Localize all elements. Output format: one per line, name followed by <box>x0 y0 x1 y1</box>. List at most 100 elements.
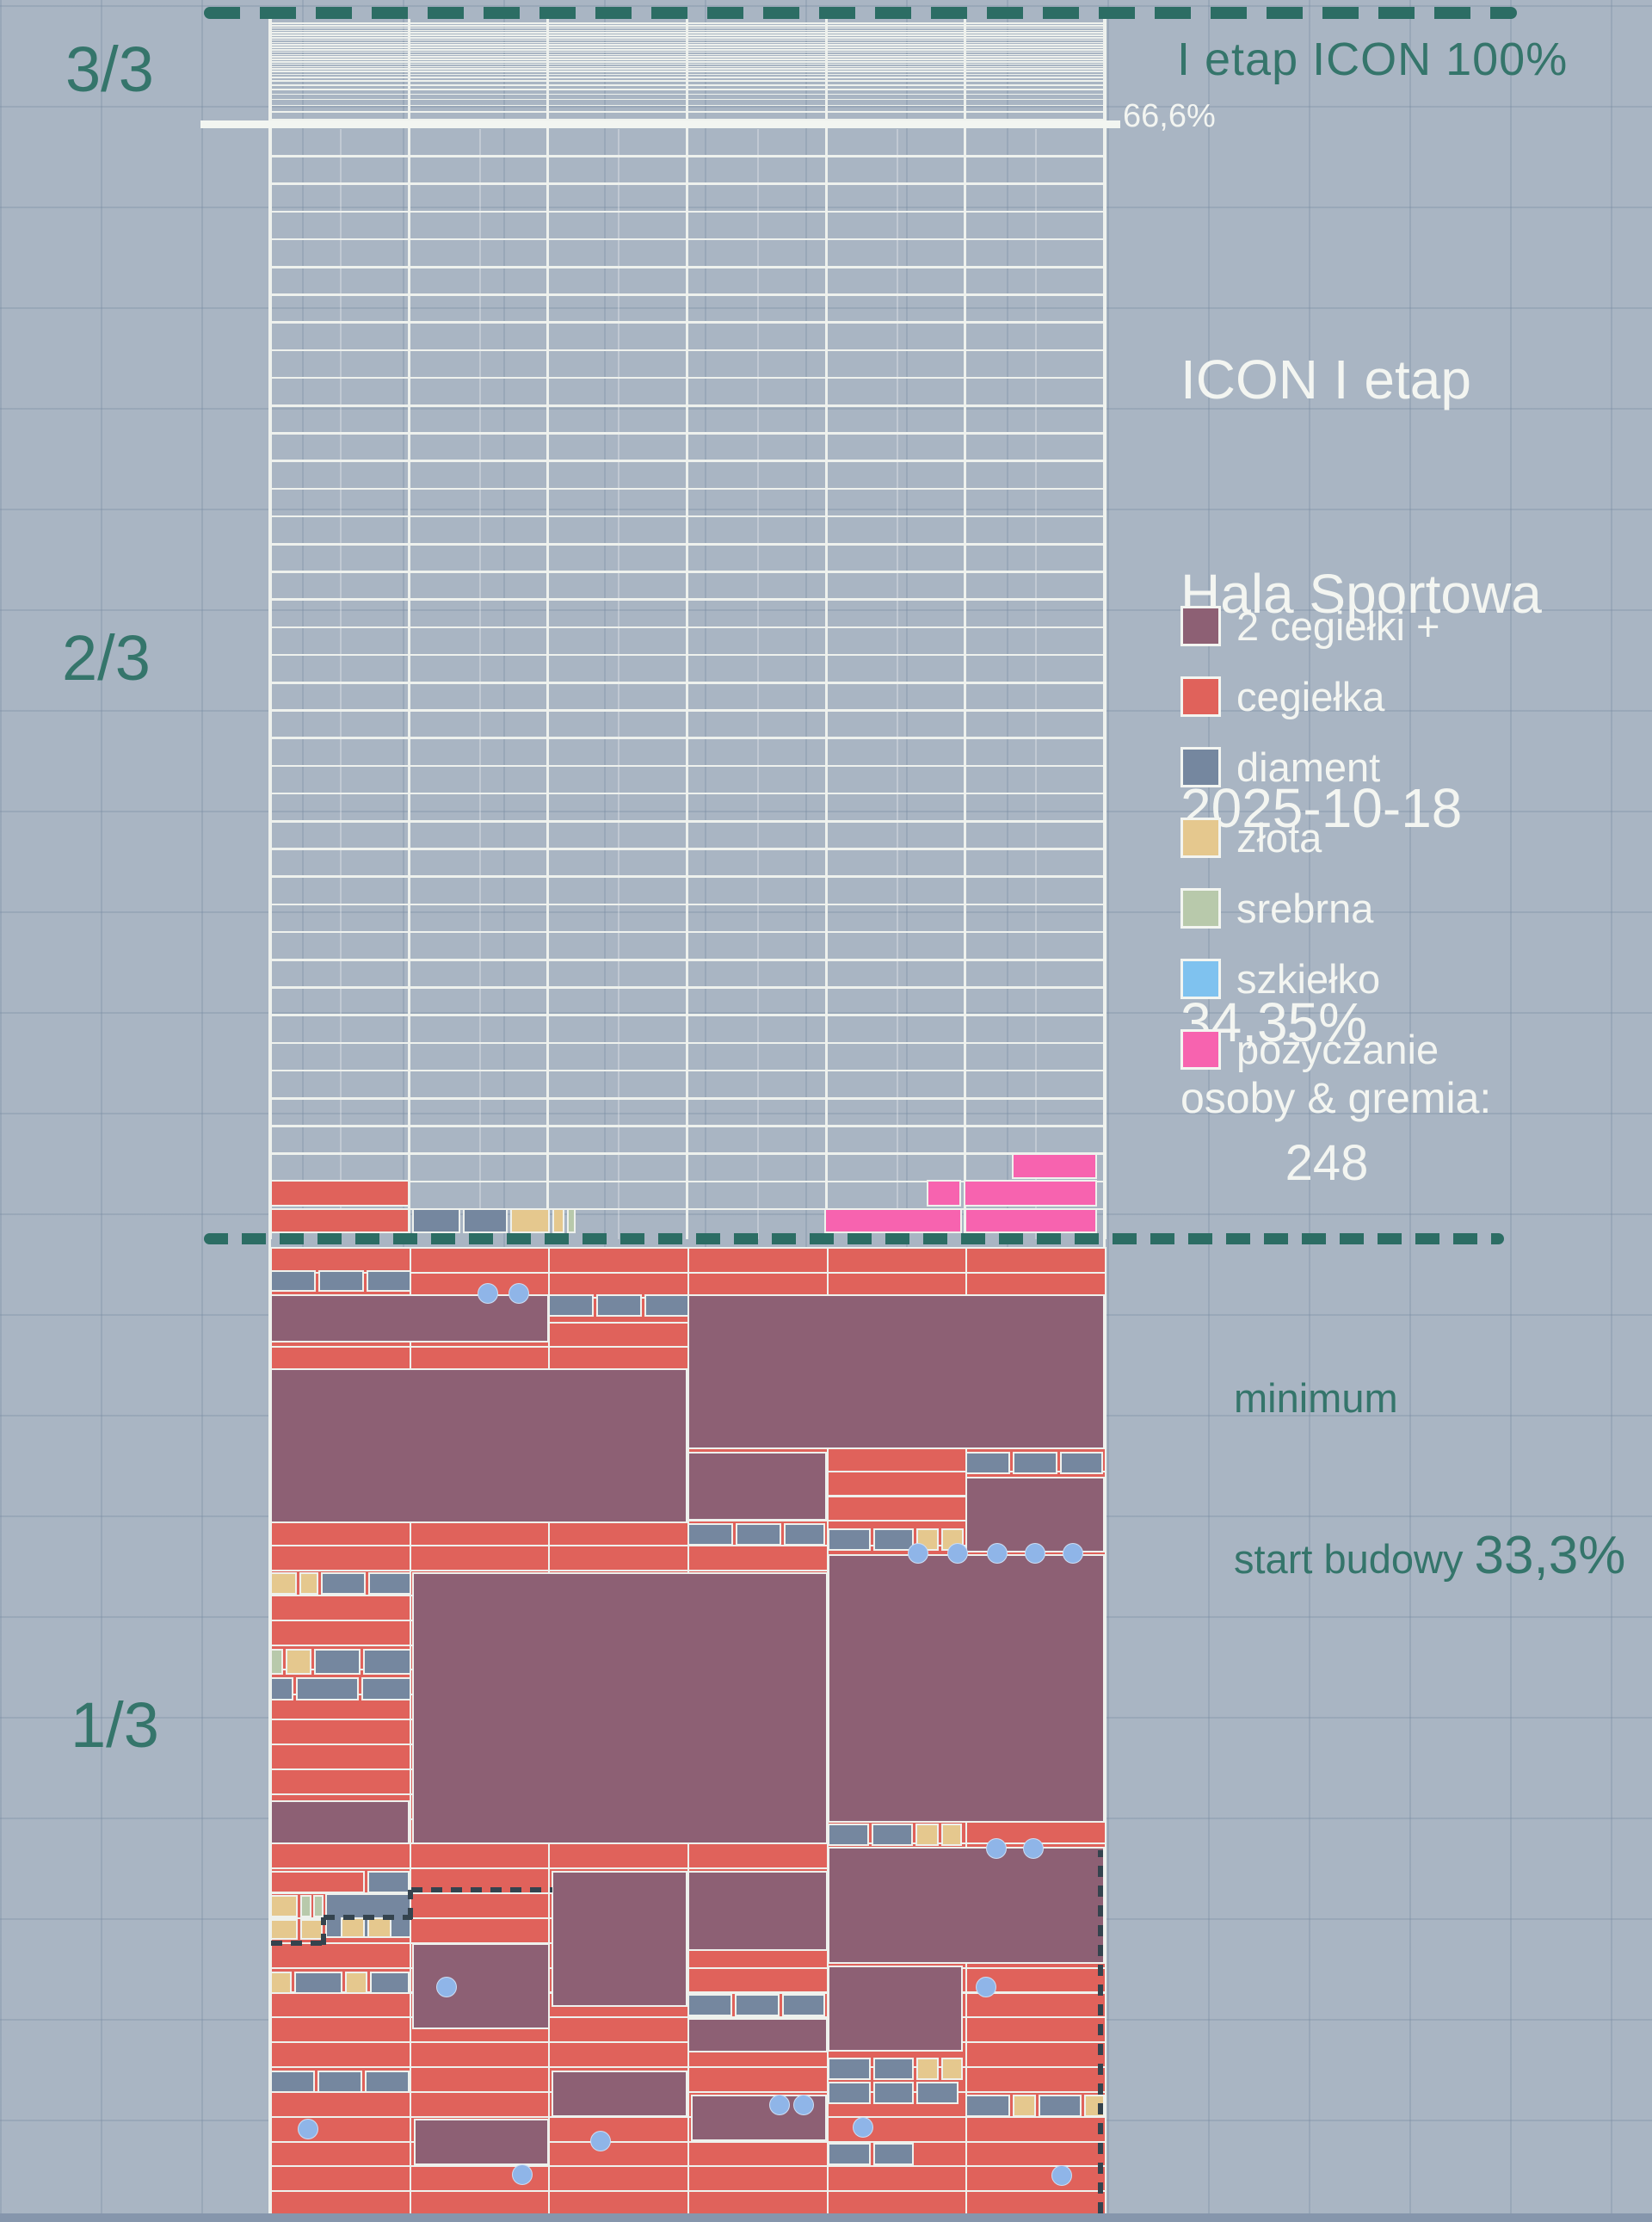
wall-row-line-dense <box>270 39 1105 41</box>
wall-column-line <box>824 19 828 1239</box>
legend-label: srebrna <box>1236 886 1374 931</box>
brick-diament <box>412 1208 460 1233</box>
brick-cegielka <box>270 2115 411 2143</box>
marker-szkielko-dot <box>853 2117 873 2138</box>
brick-2cegielki <box>687 2018 828 2052</box>
brick-diament <box>370 1972 410 1994</box>
brick-cegielka <box>548 1545 689 1572</box>
brick-cegielka <box>270 1594 411 1621</box>
brick-zlota <box>941 1528 964 1551</box>
brick-2cegielki <box>412 1572 828 1844</box>
brick-cegielka <box>548 2140 689 2168</box>
marker-szkielko-dot <box>908 1543 928 1564</box>
brick-cegielka <box>270 1991 411 2019</box>
wall-row-line-dense <box>270 63 1105 65</box>
brick-cegielka <box>409 1916 551 1944</box>
brick-diament <box>368 1572 411 1595</box>
legend-label: szkiełko <box>1236 956 1381 1002</box>
value-osoby-gremia: 248 <box>1285 1135 1369 1191</box>
brick-cegielka <box>270 2165 411 2193</box>
brick-diament <box>596 1294 642 1317</box>
brick-diament <box>873 2143 914 2165</box>
legend-label: diament <box>1236 744 1381 790</box>
wall-row-line <box>270 903 1105 906</box>
wall-column-line <box>268 19 272 1239</box>
brick-cegielka <box>270 1744 411 1770</box>
wall-halfcolumn-line <box>339 129 342 1239</box>
wall-column-line <box>546 19 550 1239</box>
brick-cegielka <box>687 2190 829 2215</box>
wall-row-line-dense <box>270 41 1105 44</box>
brick-cegielka <box>965 1991 1106 2019</box>
brick-zlota <box>510 1208 550 1233</box>
brick-2cegielki <box>412 1943 550 2029</box>
brick-cegielka <box>409 1892 551 1919</box>
brick-zlota <box>916 2058 939 2080</box>
legend-swatch-icon <box>1180 818 1221 858</box>
wall-edge-line <box>268 1239 271 2215</box>
brick-diament <box>784 1523 825 1546</box>
wall-row-line <box>270 626 1105 629</box>
brick-zlota <box>341 1917 365 1938</box>
wall-halfcolumn-line <box>618 129 620 1239</box>
brick-diament <box>361 1677 411 1700</box>
wall-row-line-dense <box>270 80 1105 82</box>
brick-pozyczanie <box>1012 1153 1097 1179</box>
brick-zlota <box>300 1919 323 1940</box>
brick-cegielka <box>548 2016 689 2044</box>
minimum-line1: minimum <box>1234 1375 1398 1421</box>
brick-cegielka <box>826 1470 968 1497</box>
brick-cegielka <box>965 2140 1106 2168</box>
marker-szkielko-dot <box>1051 2165 1072 2186</box>
wall-row-line <box>270 571 1105 573</box>
progress-boundary-dashed <box>411 1887 552 1892</box>
legend-item-7: pożyczanie <box>1180 1026 1439 1073</box>
wall-row-line-dense <box>270 56 1105 58</box>
brick-diament <box>317 2071 362 2093</box>
legend-label: cegiełka <box>1236 674 1385 719</box>
brick-cegielka <box>270 2140 411 2168</box>
goal-line-100-percent <box>204 7 1517 19</box>
wall-row-line-dense <box>270 71 1105 72</box>
wall-row-line-dense <box>270 73 1105 76</box>
marker-szkielko-dot <box>987 1543 1008 1564</box>
brick-cegielka <box>826 1247 968 1274</box>
label-third-1of3: 1/3 <box>71 1689 159 1761</box>
legend-item-5: srebrna <box>1180 885 1439 932</box>
wall-row-line-dense <box>270 65 1105 68</box>
brick-diament <box>294 1972 342 1994</box>
brick-diament <box>782 1994 825 2016</box>
legend-swatch-icon <box>1180 747 1221 787</box>
wall-row-line <box>270 266 1105 268</box>
brick-zlota <box>552 1208 564 1233</box>
legend-item-1: 2 cegiełki + <box>1180 602 1439 650</box>
brick-cegielka <box>826 2190 968 2215</box>
label-66-percent: 66,6% <box>1123 98 1216 134</box>
brick-diament <box>644 1294 689 1317</box>
legend-item-3: diament <box>1180 744 1439 791</box>
brick-zlota <box>299 1572 318 1595</box>
brick-2cegielki <box>414 2119 549 2165</box>
brick-srebrna <box>300 1895 311 1917</box>
brick-diament <box>463 1208 508 1233</box>
brick-zlota <box>941 1824 962 1846</box>
wall-row-line <box>270 1152 1105 1155</box>
brick-cegielka <box>270 1520 411 1547</box>
wall-row-line <box>270 404 1105 407</box>
brick-srebrna <box>567 1208 576 1233</box>
brick-cegielka <box>270 2090 411 2118</box>
minimum-percent: 33,3% <box>1474 1526 1626 1585</box>
brick-pozyczanie <box>965 1208 1097 1233</box>
wall-row-line <box>270 1125 1105 1127</box>
legend-swatch-icon <box>1180 606 1221 646</box>
wall-row-line-dense <box>270 60 1105 63</box>
brick-cegielka <box>965 1247 1106 1274</box>
wall-row-line-dense <box>270 59 1105 60</box>
brick-diament <box>296 1677 359 1700</box>
brick-zlota <box>286 1649 311 1675</box>
marker-szkielko-dot <box>1023 1838 1044 1859</box>
chart-bottom-edge <box>0 2213 1652 2222</box>
brick-2cegielki <box>552 2071 687 2117</box>
brick-cegielka <box>270 1941 411 1969</box>
brick-diament <box>873 1528 914 1551</box>
